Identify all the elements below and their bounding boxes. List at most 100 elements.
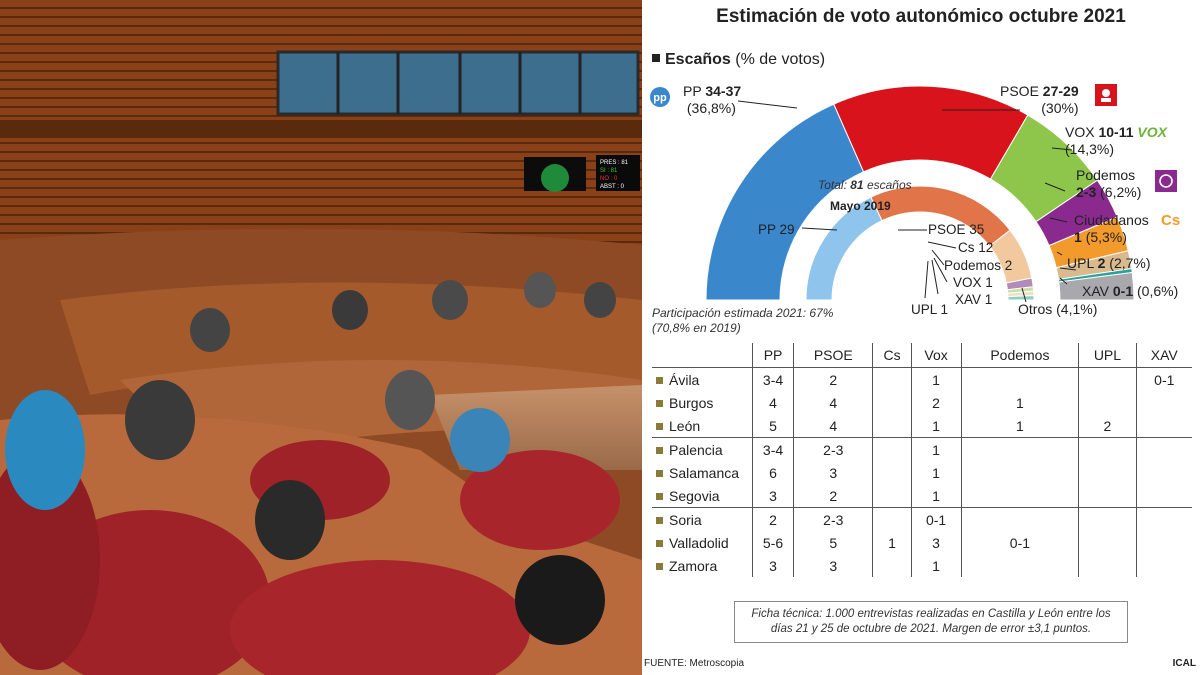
seat-cell: 5-6 bbox=[751, 531, 794, 554]
seat-cell: 4 bbox=[793, 414, 873, 438]
col-header: Podemos bbox=[960, 343, 1079, 368]
seat-cell bbox=[1078, 437, 1137, 461]
bullet-icon bbox=[656, 469, 663, 477]
may-label-psoe: PSOE 35 bbox=[928, 222, 985, 237]
seat-cell: 3 bbox=[910, 531, 962, 554]
province-name: Zamora bbox=[652, 554, 753, 577]
seat-cell bbox=[1078, 531, 1137, 554]
seat-cell: 3 bbox=[751, 484, 794, 508]
label-xav: XAV 0-1 (0,6%) bbox=[1082, 283, 1179, 299]
seat-cell: 2 bbox=[910, 391, 962, 414]
seat-cell: 1 bbox=[910, 367, 962, 391]
2019-slice-xav bbox=[1007, 295, 1035, 301]
parliament-photo: PRES : 81 SI : 81 NO : 0 ABST : 0 bbox=[0, 0, 642, 675]
leader-line bbox=[1021, 287, 1027, 303]
leader-line bbox=[737, 100, 798, 109]
province-name: Burgos bbox=[652, 391, 753, 414]
seat-cell: 2-3 bbox=[793, 507, 873, 531]
seat-cell bbox=[1078, 507, 1137, 531]
seat-cell: 2-3 bbox=[793, 437, 873, 461]
may-label-upl: UPL 1 bbox=[911, 302, 949, 317]
may-2019-title: Mayo 2019 bbox=[830, 199, 891, 213]
label-otros: Otros (4,1%) bbox=[1018, 301, 1098, 317]
table-row: Burgos 4 4 2 1 bbox=[652, 391, 1192, 414]
seat-cell: 4 bbox=[793, 391, 873, 414]
seat-cell bbox=[1135, 554, 1192, 577]
leader-line bbox=[1051, 147, 1073, 151]
seat-cell bbox=[1135, 414, 1192, 438]
table-row: Salamanca 6 3 1 bbox=[652, 461, 1192, 484]
label-vox: VOX 10-11 VOX (14,3%) bbox=[1065, 124, 1167, 157]
leader-line bbox=[1059, 267, 1077, 271]
seat-cell bbox=[1078, 554, 1137, 577]
seat-cell bbox=[1078, 461, 1137, 484]
label-upl: UPL 2 (2,7%) bbox=[1067, 255, 1151, 271]
table-header-row: PP PSOE Cs Vox Podemos UPL XAV bbox=[652, 343, 1192, 368]
seat-cell: 5 bbox=[751, 414, 794, 438]
seat-cell: 0-1 bbox=[1135, 367, 1192, 391]
seat-cell: 3-4 bbox=[751, 367, 794, 391]
col-header: UPL bbox=[1078, 343, 1137, 368]
may-label-cs: Cs 12 bbox=[958, 240, 994, 255]
province-name: Segovia bbox=[652, 484, 753, 508]
seat-cell bbox=[1135, 484, 1192, 508]
seats-by-province-table: PP PSOE Cs Vox Podemos UPL XAV Ávila 3-4 2… bbox=[652, 343, 1192, 577]
seat-cell bbox=[1135, 437, 1192, 461]
subtitle-bold: Escaños bbox=[665, 51, 731, 68]
seat-cell bbox=[872, 554, 912, 577]
leader-line bbox=[927, 241, 957, 249]
seat-cell bbox=[1135, 531, 1192, 554]
table-row: Valladolid 5-6 5 1 3 0-1 bbox=[652, 531, 1192, 554]
seat-cell bbox=[960, 461, 1079, 484]
seat-cell: 2 bbox=[1078, 414, 1137, 438]
seat-cell bbox=[872, 367, 912, 391]
seat-cell: 0-1 bbox=[960, 531, 1079, 554]
seat-cell bbox=[960, 507, 1079, 531]
seat-cell: 3 bbox=[793, 461, 873, 484]
province-name: Salamanca bbox=[652, 461, 753, 484]
podemos-logo-icon bbox=[1155, 170, 1177, 192]
seat-cell bbox=[872, 484, 912, 508]
seat-cell: 1 bbox=[910, 437, 962, 461]
seat-cell bbox=[872, 391, 912, 414]
chart-subtitle: Escaños (% de votos) bbox=[652, 51, 825, 69]
vox-logo-icon: VOX bbox=[1137, 124, 1167, 140]
may-label-vox: VOX 1 bbox=[953, 275, 993, 290]
col-header bbox=[652, 343, 753, 368]
may-label-podemos: Podemos 2 bbox=[944, 258, 1013, 273]
chart-title: Estimación de voto autonómico octubre 20… bbox=[716, 6, 1126, 27]
leader-line bbox=[1056, 251, 1063, 256]
display-no: NO : 0 bbox=[600, 176, 618, 182]
display-si: SI : 81 bbox=[600, 168, 618, 174]
source-credit: FUENTE: Metroscopia bbox=[644, 658, 745, 669]
province-name: Soria bbox=[652, 507, 753, 531]
col-header: XAV bbox=[1135, 343, 1192, 368]
seat-cell bbox=[960, 437, 1079, 461]
col-header: Cs bbox=[872, 343, 912, 368]
seat-cell: 1 bbox=[910, 461, 962, 484]
label-pp: PP 34-37 (36,8%) bbox=[683, 83, 742, 116]
label-ciudadanos: Ciudadanos 1 (5,3%) bbox=[1074, 212, 1149, 245]
leader-line bbox=[933, 257, 948, 283]
col-header: PP bbox=[751, 343, 794, 368]
seat-cell bbox=[1078, 367, 1137, 391]
table-row: Palencia 3-4 2-3 1 bbox=[652, 437, 1192, 461]
seat-cell bbox=[872, 507, 912, 531]
seat-cell bbox=[960, 367, 1079, 391]
2019-slice-psoe bbox=[870, 185, 1011, 247]
seat-cell: 1 bbox=[960, 414, 1079, 438]
col-header: Vox bbox=[910, 343, 962, 368]
may-label-pp: PP 29 bbox=[758, 222, 795, 237]
participation-note: Participación estimada 2021: 67% (70,8% e… bbox=[652, 306, 834, 335]
seat-cell: 1 bbox=[960, 391, 1079, 414]
seat-cell: 3-4 bbox=[751, 437, 794, 461]
seat-cell bbox=[960, 484, 1079, 508]
bullet-icon bbox=[656, 539, 663, 547]
seat-hemicycle-chart bbox=[705, 85, 1135, 303]
province-name: Ávila bbox=[652, 367, 753, 391]
table-row: Zamora 3 3 1 bbox=[652, 554, 1192, 577]
seat-cell: 2 bbox=[793, 484, 873, 508]
table-row: Ávila 3-4 2 1 0-1 bbox=[652, 367, 1192, 391]
seat-cell: 1 bbox=[910, 414, 962, 438]
seat-cell: 4 bbox=[751, 391, 794, 414]
